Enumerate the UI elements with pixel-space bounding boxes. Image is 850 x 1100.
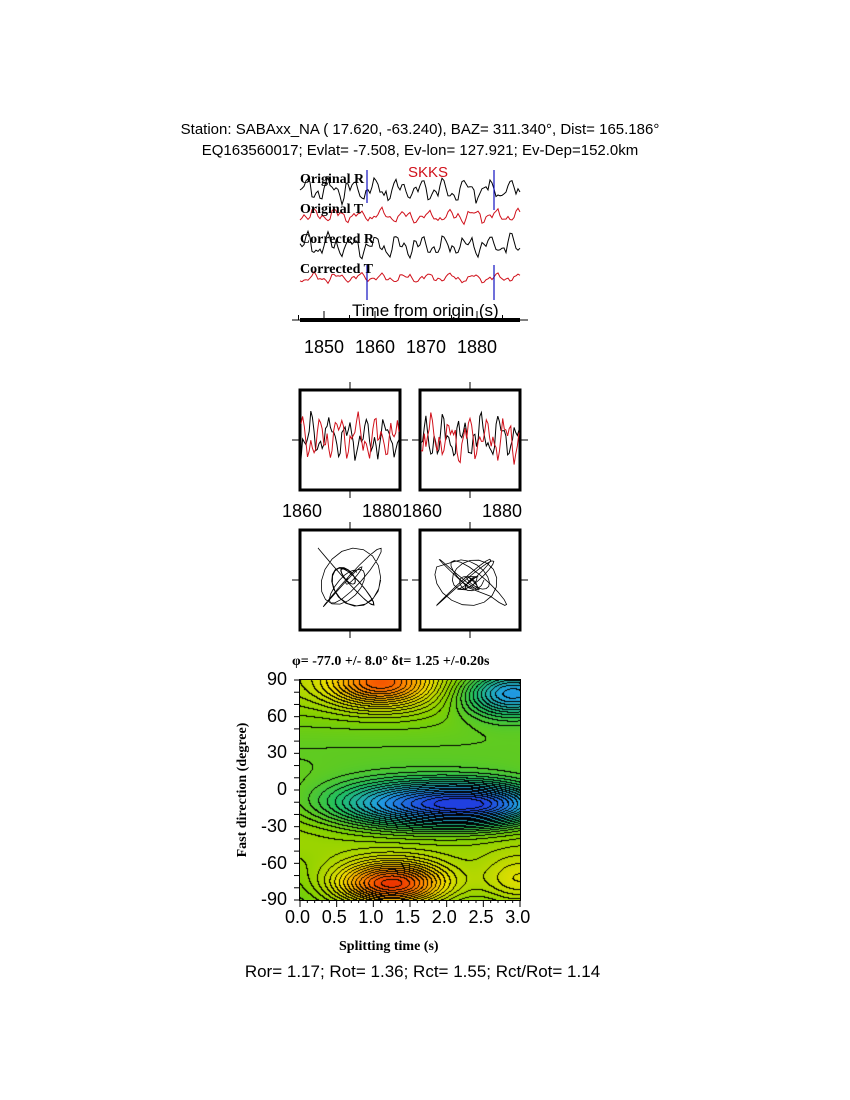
x-tick-label: 0.0 [285, 907, 311, 927]
x-tick-label: 2.5 [468, 907, 494, 927]
slow-component-trace [300, 411, 400, 459]
trace-label-corrected-t: Corrected T [300, 262, 373, 277]
y-tick-label: 30 [266, 742, 287, 763]
contour-title: φ= -77.0 +/- 8.0° δt= 1.25 +/-0.20s [292, 654, 490, 669]
y-tick-label: -90 [260, 889, 287, 910]
y-tick-label: 60 [266, 705, 287, 726]
x-tick-label: 3.0 [505, 907, 531, 927]
x-tick-label: 2.0 [431, 907, 457, 927]
fast-component-trace [300, 410, 400, 461]
particle-motion-path [434, 558, 508, 607]
original-t-trace [299, 206, 521, 226]
x-tick-label: 0.5 [321, 907, 347, 927]
x-tick-label: 1.5 [395, 907, 421, 927]
contour-heatmap [300, 680, 520, 900]
phase-label: SKKS [408, 164, 449, 181]
original-r-trace [299, 175, 521, 207]
trace-label-corrected-r: Corrected R [300, 232, 374, 247]
header-event: EQ163560017; Evlat= -7.508, Ev-lon= 127.… [201, 142, 639, 159]
slow-component-trace [420, 412, 520, 465]
y-tick-label: -30 [260, 815, 287, 836]
time-axis-label: Time from origin (s) [352, 301, 499, 320]
time-tick: 1880 [457, 337, 498, 357]
panel-tick: 1880 [482, 501, 523, 521]
time-tick: 1860 [355, 337, 396, 357]
time-tick: 1850 [304, 337, 345, 357]
corrected-t-trace [299, 270, 521, 285]
x-axis-label: Splitting time (s) [339, 939, 439, 954]
particle-motion-path [317, 547, 382, 608]
x-tick-label: 1.0 [358, 907, 384, 927]
trace-label-original-r: Original R [300, 172, 365, 187]
y-tick-label: -60 [260, 852, 287, 873]
trace-label-original-t: Original T [300, 202, 364, 217]
corrected-r-trace [299, 229, 521, 260]
y-axis-label: Fast direction (degree) [235, 722, 250, 858]
particle-motion-frame [298, 528, 402, 632]
fast-component-trace [420, 410, 520, 457]
panel-tick: 1880 [362, 501, 403, 521]
y-tick-label: 90 [266, 669, 287, 689]
footer-ratios: Ror= 1.17; Rot= 1.36; Rct= 1.55; Rct/Rot… [244, 962, 601, 981]
panel-tick: 1860 [402, 501, 443, 521]
y-tick-label: 0 [276, 779, 287, 800]
time-tick: 1870 [406, 337, 447, 357]
panel-tick: 1860 [282, 501, 323, 521]
header-station: Station: SABAxx_NA ( 17.620, -63.240), B… [180, 121, 660, 138]
